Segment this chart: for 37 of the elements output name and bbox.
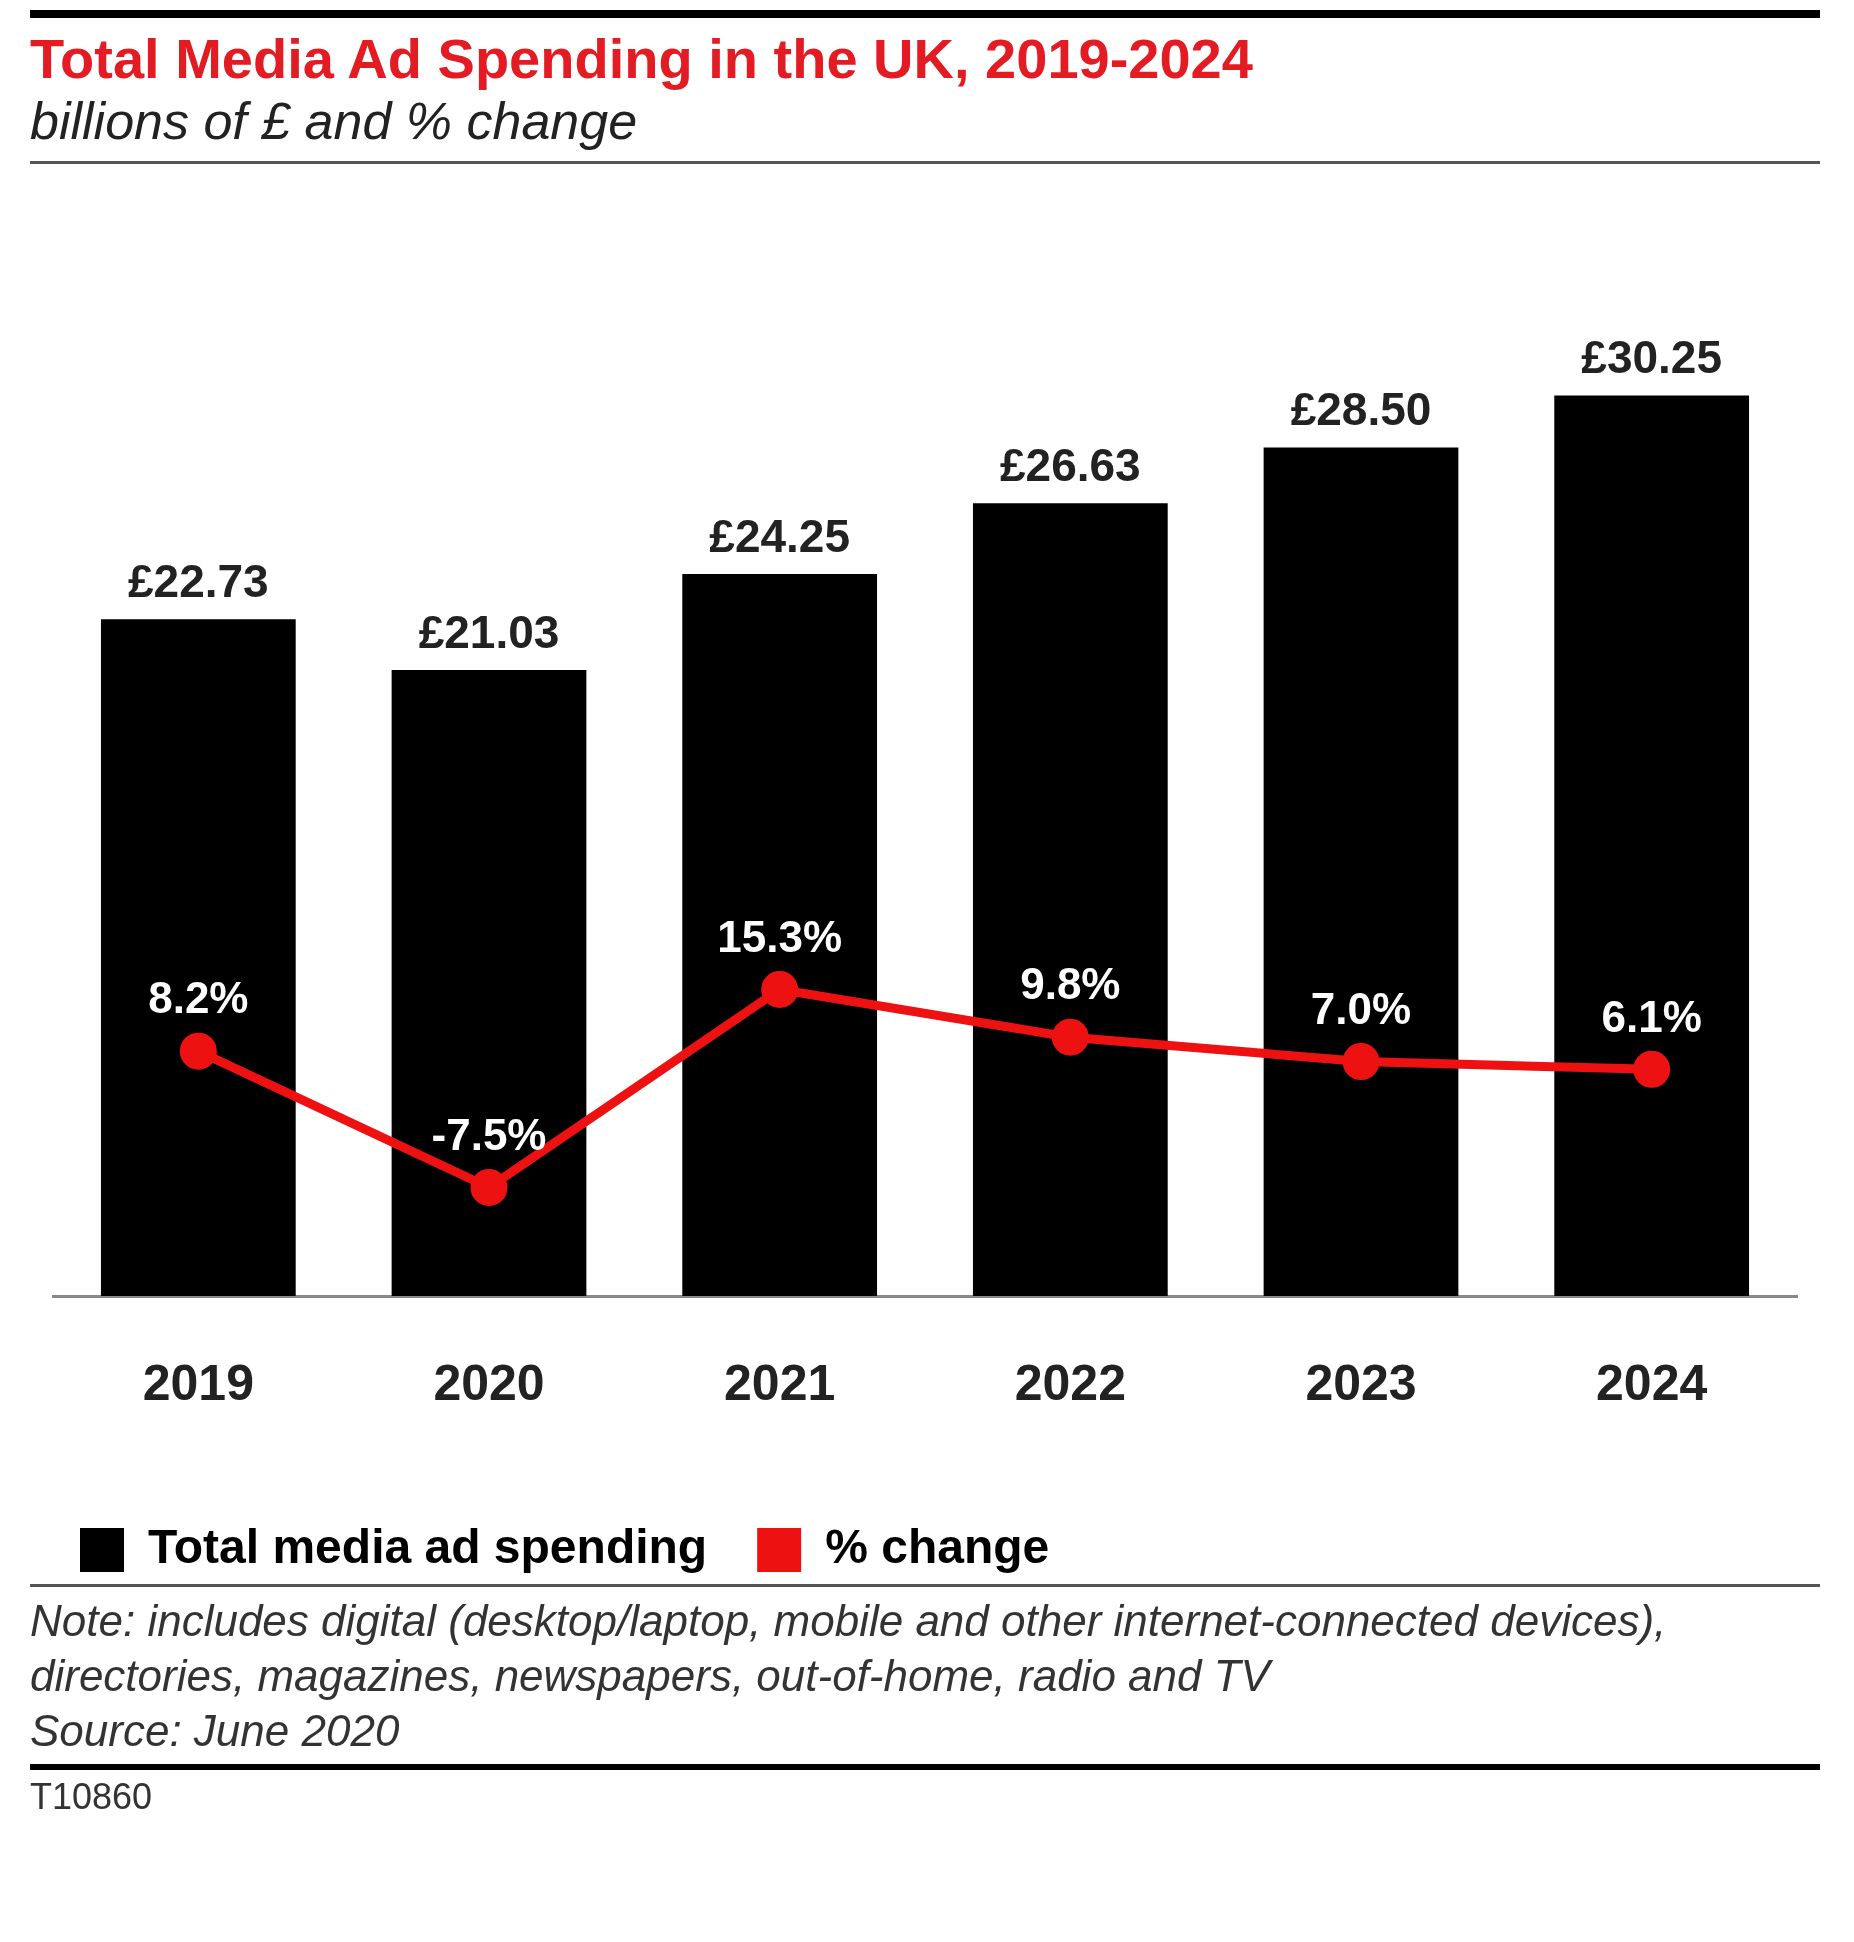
legend-label: % change — [825, 1520, 1050, 1574]
text: Note: includes digital (desktop/laptop, mobile and other internet-connected devices), directories, magazines, newspapers, out-of-home, radio and TV — [30, 1595, 1668, 1702]
bar — [391, 669, 587, 1296]
x-tick-label: 2024 — [1596, 1354, 1708, 1411]
data-label: £28.50 — [1290, 383, 1432, 436]
point — [1051, 1018, 1089, 1056]
data-label: £22.73 — [127, 554, 269, 607]
x-tick-label: 2023 — [1305, 1354, 1417, 1411]
data-label: 9.8% — [1020, 959, 1121, 1009]
bar — [1263, 447, 1459, 1296]
point — [761, 970, 799, 1008]
x-tick-label: 2021 — [724, 1354, 836, 1411]
bar — [100, 619, 296, 1296]
x-tick-label: 2019 — [142, 1354, 254, 1411]
bar — [972, 503, 1168, 1296]
bar — [1554, 395, 1750, 1296]
point — [1633, 1050, 1671, 1088]
x-tick-label: 2022 — [1014, 1354, 1126, 1411]
point — [1342, 1043, 1380, 1081]
legend-label: Total media ad spending — [148, 1520, 708, 1574]
data-label: £24.25 — [709, 509, 851, 562]
data-label: £21.03 — [418, 605, 560, 658]
text: T10860 — [30, 1775, 154, 1818]
chart-subtitle: billions of £ and % change — [30, 91, 1820, 164]
data-label: 8.2% — [148, 973, 249, 1023]
data-label: 6.1% — [1601, 991, 1702, 1041]
source-note: Source: June 2020 — [30, 1705, 401, 1757]
bar — [682, 574, 878, 1296]
data-label: -7.5% — [431, 1109, 547, 1159]
point — [179, 1032, 217, 1070]
point — [470, 1168, 508, 1206]
data-label: £26.63 — [999, 438, 1141, 491]
data-label: 7.0% — [1310, 983, 1412, 1033]
x-tick-label: 2020 — [433, 1354, 545, 1411]
chart-title: Total Media Ad Spending in the UK, 2019-2024 — [30, 10, 1820, 91]
data-label: £30.25 — [1581, 331, 1723, 384]
data-label: 15.3% — [717, 911, 843, 961]
